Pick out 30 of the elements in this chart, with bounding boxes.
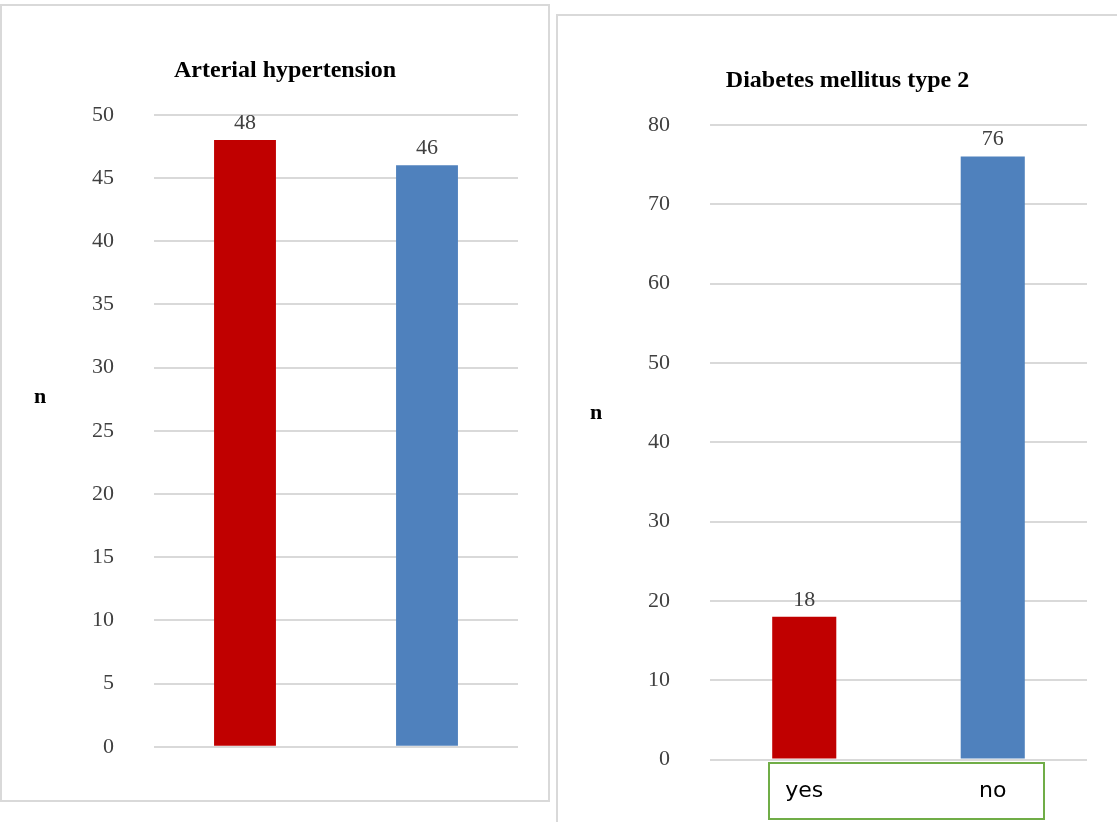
y-axis-title: n (590, 399, 603, 425)
y-tick-label: 50 (648, 348, 670, 374)
y-tick-label: 50 (92, 100, 114, 126)
data-label: 46 (416, 134, 438, 160)
y-tick-label: 20 (648, 586, 670, 612)
chart-title: Arterial hypertension (174, 55, 396, 82)
y-tick-label: 25 (92, 416, 114, 442)
y-tick-label: 0 (659, 745, 670, 771)
y-tick-label: 45 (92, 163, 114, 189)
y-tick-label: 70 (648, 189, 670, 215)
y-tick-label: 5 (103, 669, 114, 695)
y-tick-label: 10 (92, 606, 114, 632)
y-tick-label: 15 (92, 542, 114, 568)
y-tick-label: 80 (648, 110, 670, 136)
y-tick-label: 40 (92, 226, 114, 252)
y-tick-label: 40 (648, 427, 670, 453)
y-tick-label: 20 (92, 479, 114, 505)
data-label: 76 (981, 125, 1004, 151)
y-axis-title: n (34, 383, 47, 409)
x-tick-label: no (979, 776, 1007, 802)
y-tick-label: 35 (92, 290, 114, 316)
y-tick-label: 10 (648, 666, 670, 692)
y-tick-label: 30 (92, 353, 114, 379)
x-tick-label: yes (785, 776, 824, 802)
y-tick-label: 60 (648, 269, 670, 295)
y-tick-label: 0 (103, 732, 114, 758)
data-label: 18 (793, 585, 816, 611)
chart-title: Diabetes mellitus type 2 (725, 65, 970, 92)
y-tick-label: 30 (648, 507, 670, 533)
data-label: 48 (234, 108, 256, 134)
